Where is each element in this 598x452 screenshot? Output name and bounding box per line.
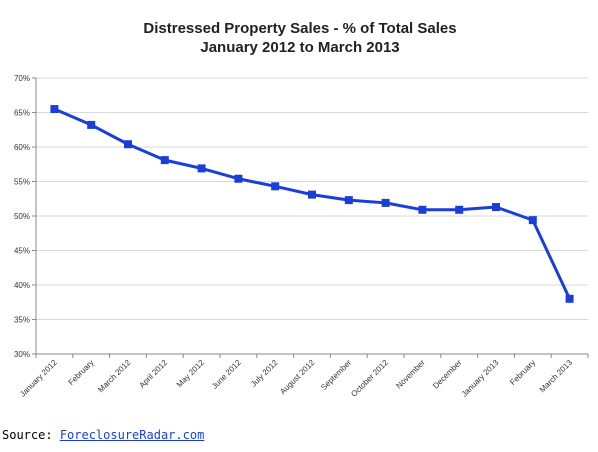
x-tick-label: April 2012: [137, 358, 169, 390]
x-tick-label: June 2012: [210, 358, 243, 391]
y-axis: 30% 35% 40% 45% 50% 55% 60% 65% 70%: [14, 74, 37, 359]
data-point: [381, 198, 390, 207]
data-point: [271, 182, 280, 191]
series: [50, 105, 574, 303]
y-tick-label: 30%: [14, 350, 30, 359]
x-tick-label: January 2013: [460, 358, 501, 399]
y-tick-label: 45%: [14, 247, 30, 256]
y-tick-label: 65%: [14, 109, 30, 118]
data-point: [344, 196, 353, 205]
x-tick-label: September: [319, 358, 353, 392]
data-point: [160, 156, 169, 165]
y-tick-label: 55%: [14, 178, 30, 187]
source-link[interactable]: ForeclosureRadar.com: [59, 428, 205, 442]
source-note: Source: ForeclosureRadar.com: [2, 428, 204, 442]
data-point: [234, 174, 243, 183]
data-point: [565, 294, 574, 303]
y-tick-label: 60%: [14, 143, 30, 152]
x-tick-label: March 2013: [538, 358, 575, 395]
gridlines: [36, 77, 588, 355]
y-tick-label: 70%: [14, 74, 30, 83]
x-tick-label: July 2012: [249, 358, 280, 389]
data-point: [197, 164, 206, 173]
data-point: [124, 140, 132, 149]
x-tick-label: March 2012: [96, 358, 133, 395]
y-tick-label: 40%: [14, 281, 30, 290]
data-point: [455, 205, 464, 214]
x-tick-label: February: [508, 358, 537, 387]
data-point: [492, 203, 500, 212]
x-tick-label: February: [67, 358, 96, 387]
chart-title: Distressed Property Sales - % of Total S…: [143, 20, 456, 37]
source-label: Source:: [2, 428, 53, 442]
y-tick-label: 35%: [14, 316, 30, 325]
y-tick-label: 50%: [14, 212, 30, 221]
data-point: [418, 205, 427, 214]
x-tick-label: November: [394, 358, 427, 391]
x-tick-label: January 2012: [18, 358, 59, 399]
data-point: [50, 105, 59, 114]
data-point: [87, 120, 96, 129]
data-point: [528, 216, 537, 225]
data-point: [308, 190, 316, 199]
x-tick-label: May 2012: [175, 358, 207, 390]
x-tick-label: December: [431, 358, 464, 391]
x-tick-label: August 2012: [278, 358, 317, 397]
chart-subtitle: January 2012 to March 2013: [200, 39, 399, 56]
x-axis: January 2012 February March 2012 April 2012…: [18, 353, 589, 399]
x-tick-label: October 2012: [349, 358, 390, 399]
